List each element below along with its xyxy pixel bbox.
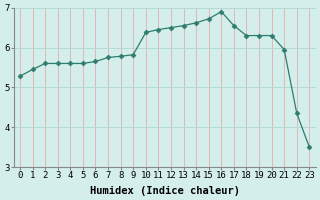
X-axis label: Humidex (Indice chaleur): Humidex (Indice chaleur) bbox=[90, 186, 240, 196]
